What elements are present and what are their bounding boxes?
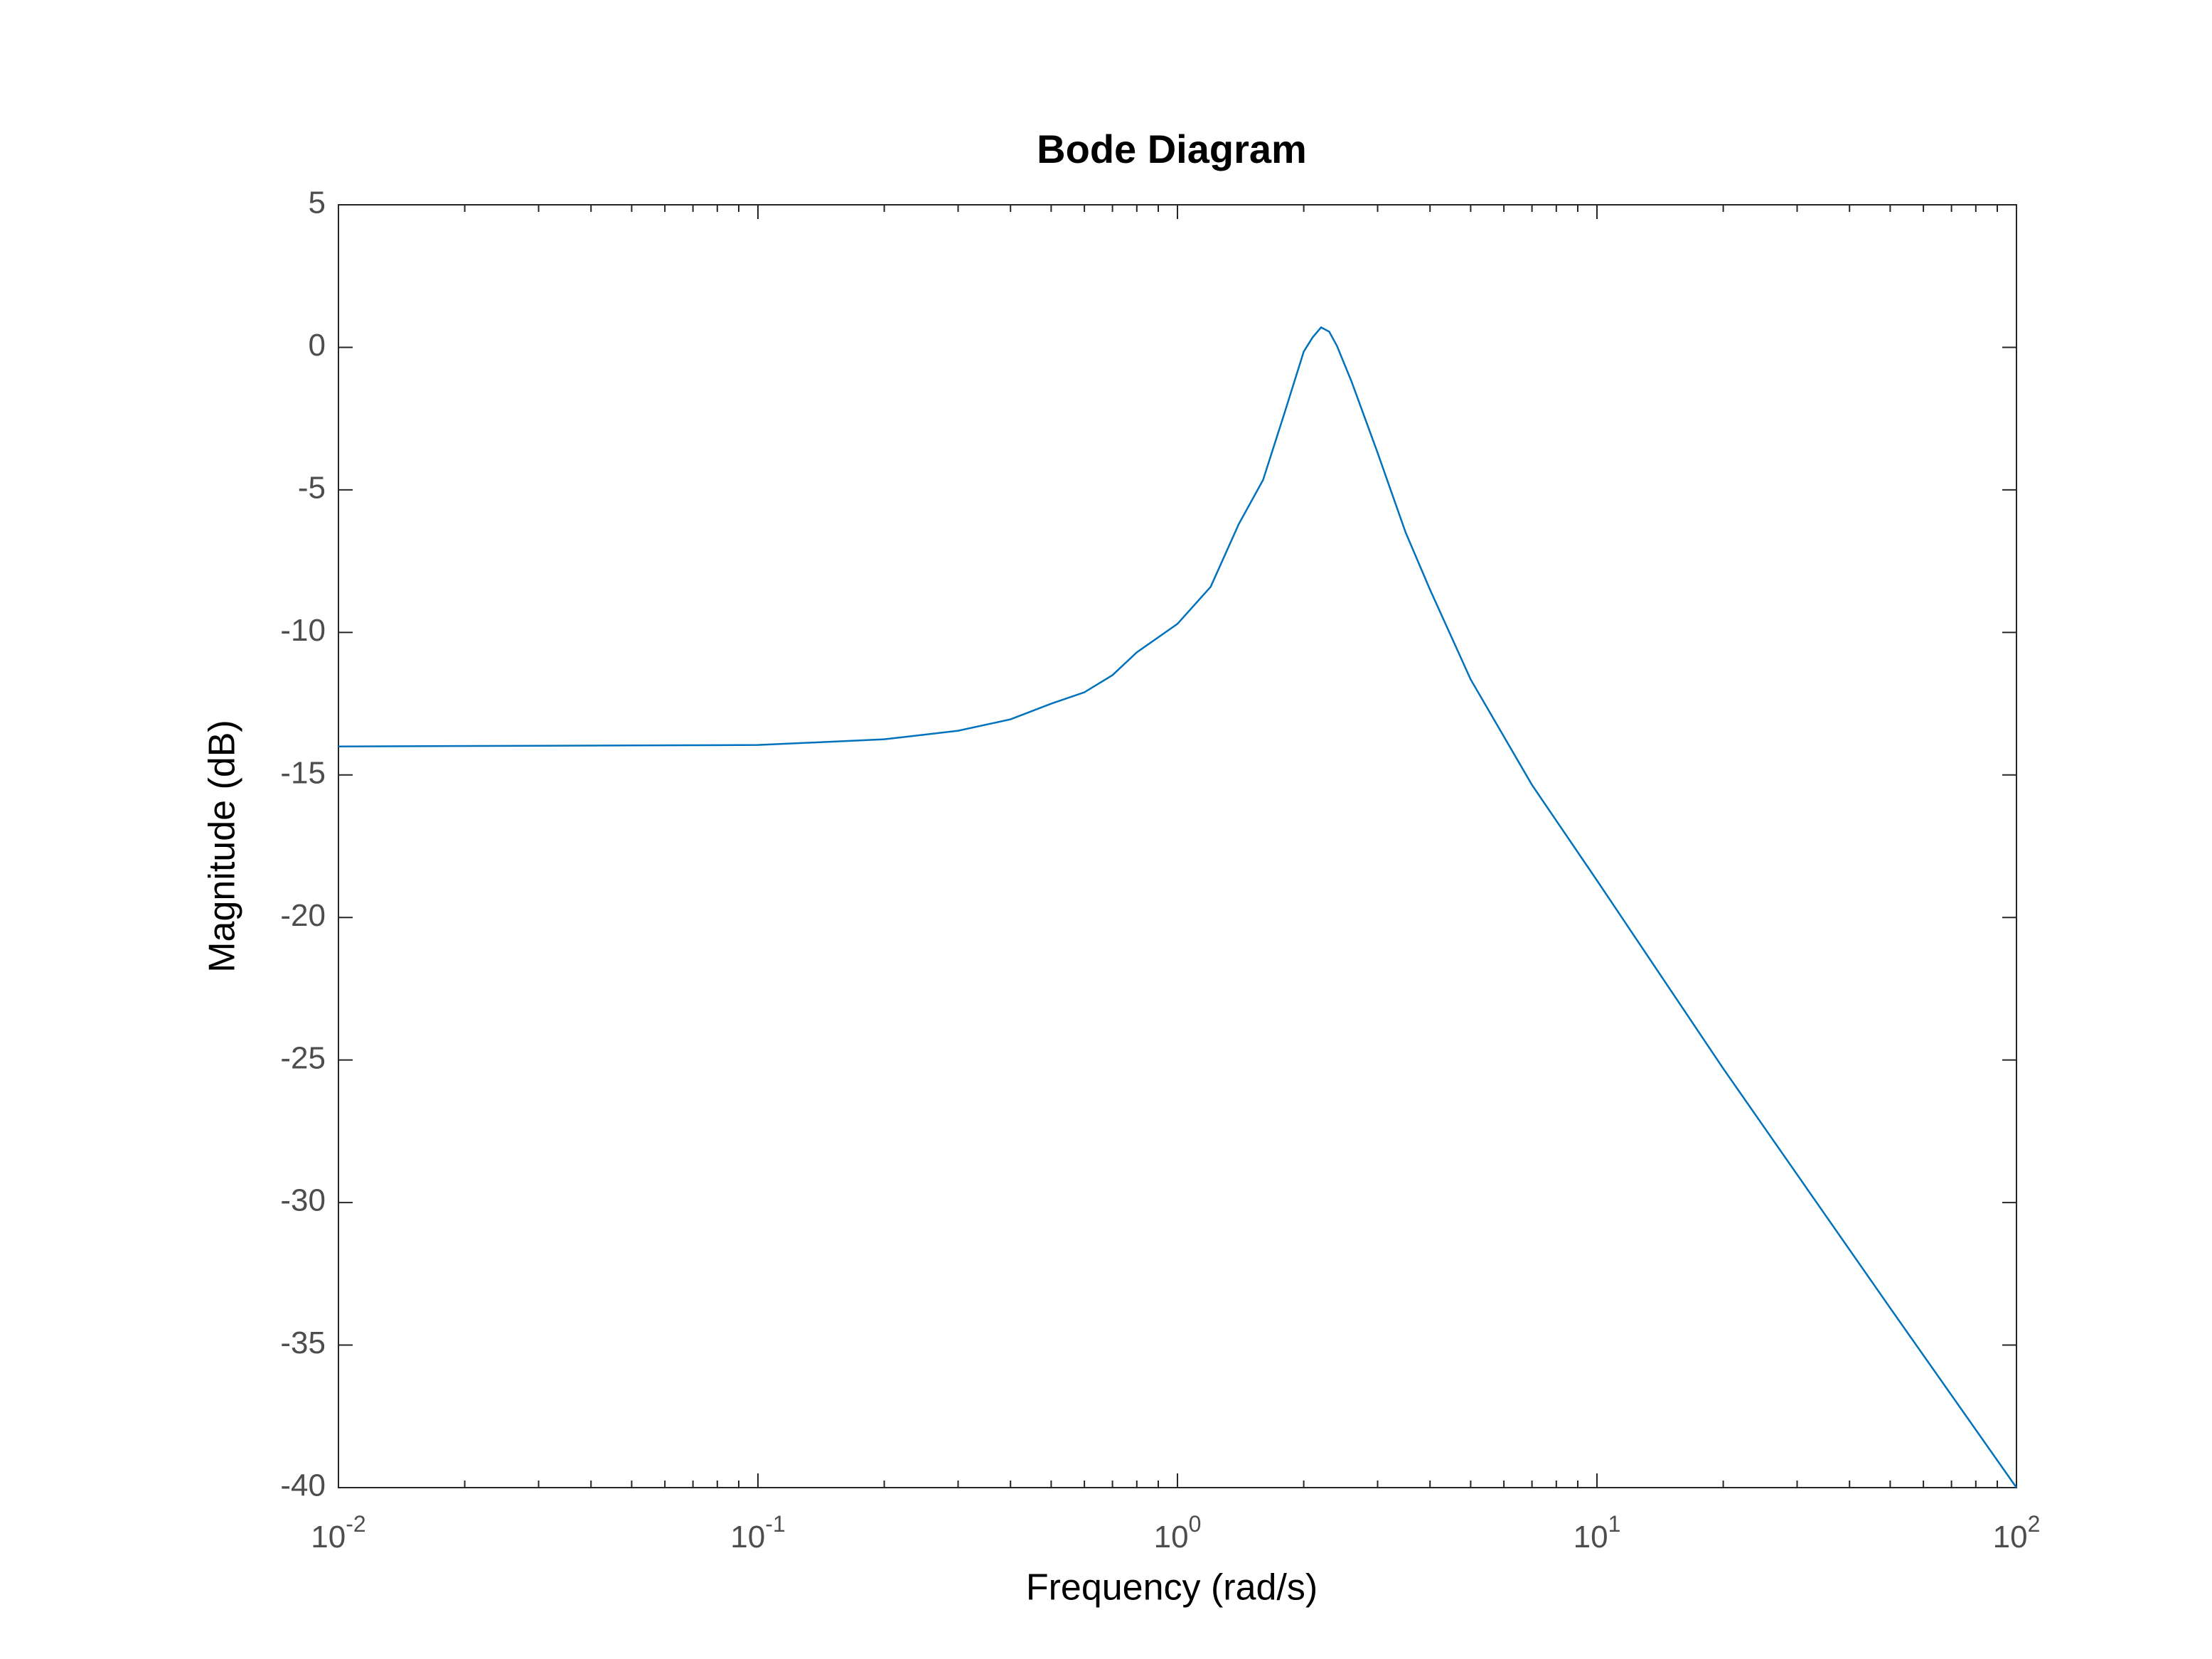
x-tick-label: 10-2 <box>311 1511 365 1554</box>
y-tick-label: -5 <box>298 471 326 506</box>
x-tick-base: 10 <box>1993 1520 2028 1554</box>
x-tick-exponent: -2 <box>346 1511 365 1537</box>
y-tick-label: -25 <box>280 1040 326 1075</box>
x-tick-label: 10-1 <box>730 1511 785 1554</box>
x-tick-exponent: 0 <box>1189 1511 1202 1537</box>
y-axis-label: Magnitude (dB) <box>202 720 243 973</box>
x-tick-label: 101 <box>1573 1511 1621 1554</box>
chart-title: Bode Diagram <box>1037 127 1307 171</box>
y-tick-label: -40 <box>280 1468 326 1503</box>
y-tick-label: -10 <box>280 613 326 648</box>
x-tick-base: 10 <box>730 1520 765 1554</box>
x-tick-base: 10 <box>1573 1520 1608 1554</box>
x-tick-label: 100 <box>1154 1511 1202 1554</box>
data-line <box>338 326 2018 1488</box>
y-tick-label: 5 <box>309 186 326 220</box>
y-tick-label: -35 <box>280 1325 326 1360</box>
plot-frame <box>338 204 2017 1488</box>
x-tick-exponent: 1 <box>1608 1511 1621 1537</box>
y-tick-label: -20 <box>280 898 326 933</box>
x-tick-label: 102 <box>1993 1511 2041 1554</box>
x-tick-base: 10 <box>311 1520 346 1554</box>
y-tick-label: 0 <box>309 328 326 363</box>
x-axis-label: Frequency (rad/s) <box>1026 1567 1318 1609</box>
x-tick-base: 10 <box>1154 1520 1189 1554</box>
y-tick-label: -30 <box>280 1183 326 1218</box>
x-tick-exponent: 2 <box>2028 1511 2041 1537</box>
y-tick-label: -15 <box>280 755 326 790</box>
x-tick-exponent: -1 <box>765 1511 785 1537</box>
